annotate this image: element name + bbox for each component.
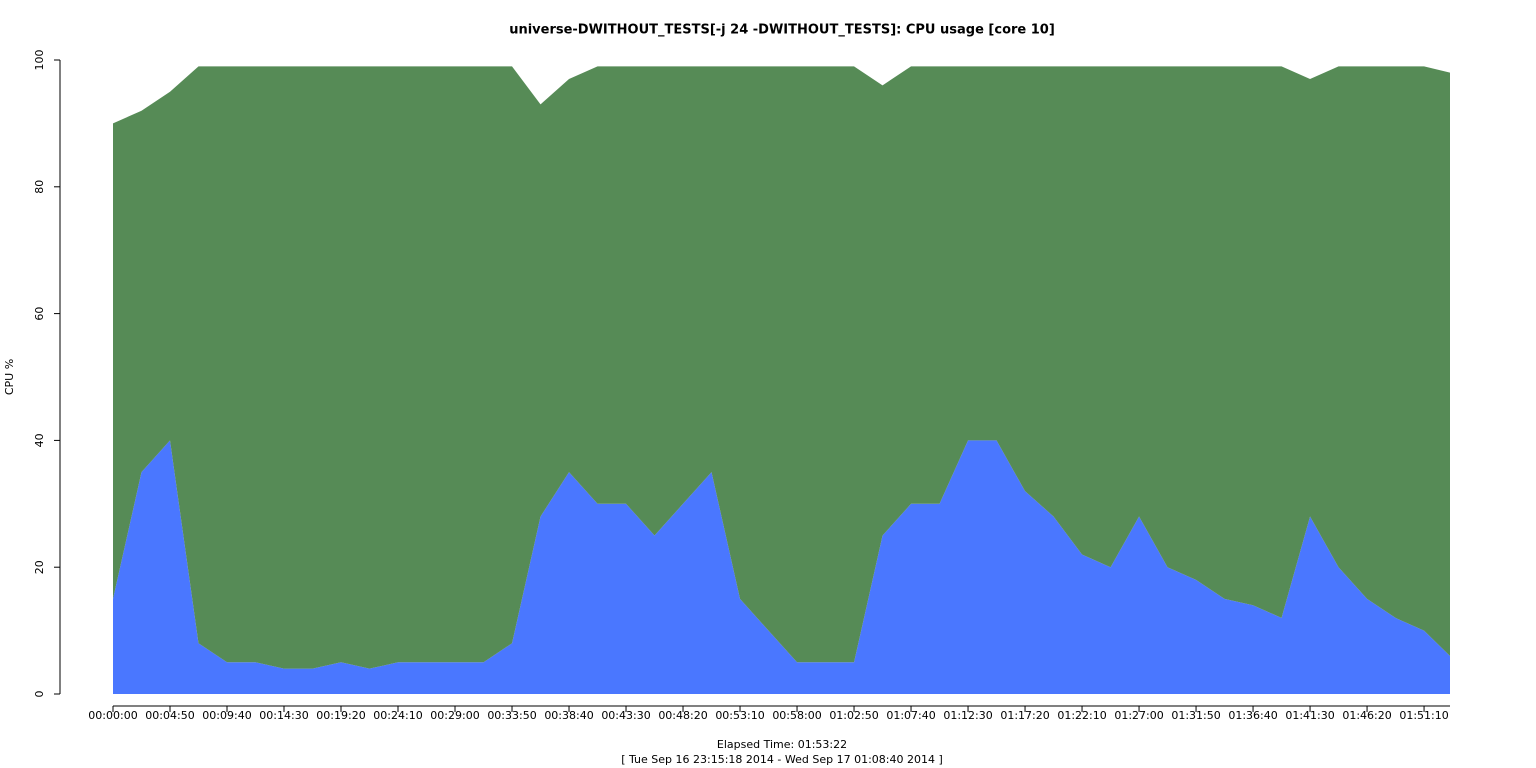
- y-tick-label: 60: [33, 307, 46, 321]
- x-tick-label: 01:46:20: [1342, 709, 1391, 722]
- x-tick-label: 00:53:10: [715, 709, 764, 722]
- x-tick-label: 00:04:50: [145, 709, 194, 722]
- y-tick-label: 80: [33, 180, 46, 194]
- y-axis-label: CPU %: [3, 359, 16, 395]
- y-tick-label: 20: [33, 560, 46, 574]
- area: [113, 66, 1450, 669]
- x-tick-label: 01:27:00: [1114, 709, 1163, 722]
- y-tick-label: 40: [33, 433, 46, 447]
- x-tick-label: 00:38:40: [544, 709, 593, 722]
- x-tick-label: 01:12:30: [943, 709, 992, 722]
- subtitle: [ Tue Sep 16 23:15:18 2014 - Wed Sep 17 …: [621, 753, 943, 766]
- x-tick-label: 00:33:50: [487, 709, 536, 722]
- x-tick-label: 01:17:20: [1000, 709, 1049, 722]
- x-tick-label: 01:51:10: [1399, 709, 1448, 722]
- y-tick-label: 100: [33, 50, 46, 71]
- x-tick-label: 00:43:30: [601, 709, 650, 722]
- x-tick-label: 01:31:50: [1171, 709, 1220, 722]
- x-tick-label: 01:02:50: [829, 709, 878, 722]
- x-tick-label: 00:29:00: [430, 709, 479, 722]
- area: [113, 440, 1450, 694]
- x-tick-label: 00:48:20: [658, 709, 707, 722]
- x-tick-label: 00:24:10: [373, 709, 422, 722]
- x-tick-label: 01:41:30: [1285, 709, 1334, 722]
- x-tick-label: 00:09:40: [202, 709, 251, 722]
- x-tick-label: 01:22:10: [1057, 709, 1106, 722]
- x-tick-label: 00:58:00: [772, 709, 821, 722]
- x-tick-label: 00:19:20: [316, 709, 365, 722]
- x-tick-label: 01:36:40: [1228, 709, 1277, 722]
- chart-title: universe-DWITHOUT_TESTS[-j 24 -DWITHOUT_…: [509, 23, 1055, 38]
- x-tick-label: 00:00:00: [88, 709, 137, 722]
- y-tick-label: 0: [33, 691, 46, 698]
- x-tick-label: 00:14:30: [259, 709, 308, 722]
- x-axis-label: Elapsed Time: 01:53:22: [717, 738, 847, 751]
- x-tick-label: 01:07:40: [886, 709, 935, 722]
